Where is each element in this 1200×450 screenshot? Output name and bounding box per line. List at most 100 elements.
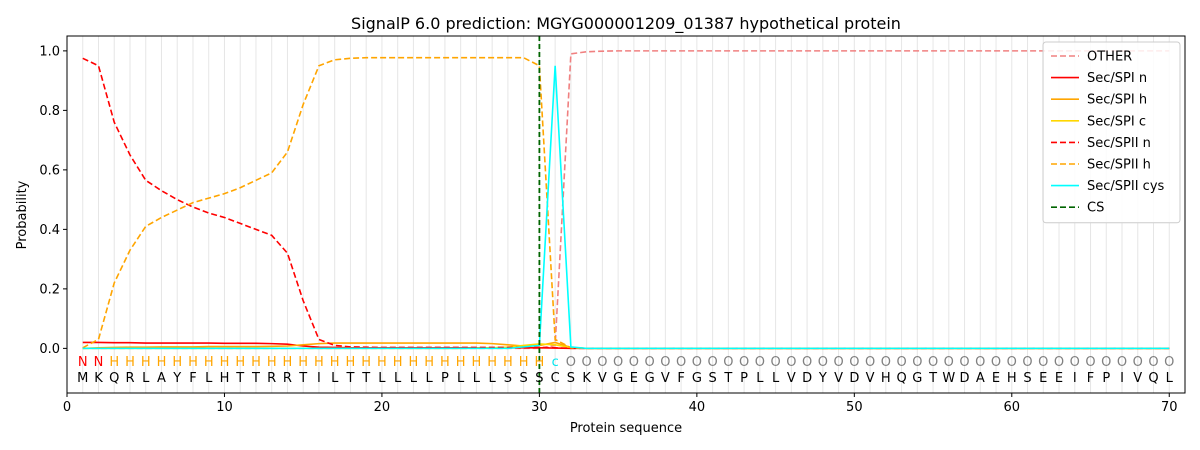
grid-lines bbox=[82, 36, 1170, 393]
sequence-residue: L bbox=[756, 371, 764, 386]
sequence-residue: R bbox=[267, 371, 276, 386]
sequence-residue: S bbox=[567, 371, 575, 386]
sequence-residue: E bbox=[992, 371, 1000, 386]
legend-label: CS bbox=[1087, 201, 1104, 216]
y-tick-label: 0.4 bbox=[39, 223, 60, 238]
sequence-residue: D bbox=[960, 371, 970, 386]
region-label: O bbox=[566, 355, 576, 370]
x-tick-label: 40 bbox=[689, 400, 706, 415]
sequence-residue: L bbox=[457, 371, 465, 386]
sequence-residue: V bbox=[787, 371, 796, 386]
region-label: O bbox=[645, 355, 655, 370]
region-label: O bbox=[597, 355, 607, 370]
x-tick-label: 20 bbox=[374, 400, 391, 415]
sequence-residue: L bbox=[331, 371, 339, 386]
sequence-residue: I bbox=[1120, 371, 1124, 386]
region-label: O bbox=[582, 355, 592, 370]
sequence-residue: A bbox=[976, 371, 985, 386]
sequence-residue: H bbox=[220, 371, 230, 386]
region-label: c bbox=[552, 355, 559, 370]
region-label: H bbox=[204, 355, 214, 370]
region-label: H bbox=[346, 355, 356, 370]
series-line-sec-spii-h bbox=[82, 56, 1170, 350]
region-label: O bbox=[865, 355, 875, 370]
sequence-residue: C bbox=[551, 371, 560, 386]
region-label: H bbox=[472, 355, 482, 370]
legend-label: Sec/SPII n bbox=[1087, 136, 1151, 151]
x-axis-label: Protein sequence bbox=[570, 421, 682, 436]
region-label: O bbox=[833, 355, 843, 370]
region-label: O bbox=[723, 355, 733, 370]
sequence-residue: K bbox=[582, 371, 591, 386]
region-label: O bbox=[1133, 355, 1143, 370]
sequence-residue: K bbox=[94, 371, 103, 386]
region-label: O bbox=[1101, 355, 1111, 370]
plot-frame bbox=[66, 35, 1186, 394]
region-label: H bbox=[535, 355, 545, 370]
sequence-residue: L bbox=[410, 371, 418, 386]
sequence-residue: T bbox=[251, 371, 260, 386]
chart-title: SignalP 6.0 prediction: MGYG000001209_01… bbox=[351, 14, 901, 34]
y-tick-label: 0.2 bbox=[39, 282, 60, 297]
x-tick-label: 50 bbox=[846, 400, 863, 415]
region-label: H bbox=[109, 355, 119, 370]
sequence-residue: S bbox=[535, 371, 543, 386]
y-tick-label: 1.0 bbox=[39, 44, 60, 59]
legend-label: Sec/SPI c bbox=[1087, 114, 1146, 129]
region-label: O bbox=[975, 355, 985, 370]
region-label: H bbox=[172, 355, 182, 370]
sequence-residue: F bbox=[677, 371, 684, 386]
region-label: H bbox=[188, 355, 198, 370]
y-axis-label: Probability bbox=[15, 180, 30, 249]
region-label: H bbox=[361, 355, 371, 370]
sequence-residue: E bbox=[630, 371, 638, 386]
sequence-residue: L bbox=[426, 371, 434, 386]
region-label: H bbox=[125, 355, 135, 370]
series-line-sec-spii-n bbox=[82, 57, 1170, 350]
sequence-residue: M bbox=[77, 371, 88, 386]
region-label: H bbox=[298, 355, 308, 370]
sequence-residue: I bbox=[317, 371, 321, 386]
region-label: H bbox=[314, 355, 324, 370]
region-label: O bbox=[739, 355, 749, 370]
sequence-residue: L bbox=[772, 371, 780, 386]
region-label: H bbox=[157, 355, 167, 370]
region-label: O bbox=[1038, 355, 1048, 370]
series-line-other bbox=[82, 50, 1170, 350]
region-label: O bbox=[912, 355, 922, 370]
region-label: O bbox=[1085, 355, 1095, 370]
sequence-residue: L bbox=[378, 371, 386, 386]
region-label: H bbox=[424, 355, 434, 370]
sequence-residue: L bbox=[473, 371, 481, 386]
sequence-residue: I bbox=[1073, 371, 1077, 386]
series-lines bbox=[82, 36, 1170, 393]
x-tick-label: 30 bbox=[531, 400, 548, 415]
sequence-residue: D bbox=[849, 371, 859, 386]
region-label: O bbox=[1054, 355, 1064, 370]
legend-label: Sec/SPI h bbox=[1087, 93, 1147, 108]
sequence-residue: S bbox=[520, 371, 528, 386]
region-label: O bbox=[802, 355, 812, 370]
sequence-residue: G bbox=[613, 371, 623, 386]
region-label: H bbox=[456, 355, 466, 370]
sequence-residue: G bbox=[912, 371, 922, 386]
region-label: O bbox=[818, 355, 828, 370]
sequence-residue: Y bbox=[172, 371, 181, 386]
region-label: O bbox=[676, 355, 686, 370]
sequence-residue: Q bbox=[109, 371, 119, 386]
region-label: O bbox=[991, 355, 1001, 370]
region-label: O bbox=[849, 355, 859, 370]
region-label: O bbox=[786, 355, 796, 370]
axes: 0 10 20 30 40 50 60 70 0.0 0.2 0.4 0.6 0.8 1.0 bbox=[39, 44, 1177, 415]
legend-label: Sec/SPI n bbox=[1087, 71, 1147, 86]
sequence-residue: T bbox=[723, 371, 732, 386]
region-label: O bbox=[629, 355, 639, 370]
sequence-residue: H bbox=[1007, 371, 1017, 386]
sequence-residue: P bbox=[1102, 371, 1110, 386]
sequence-residue: R bbox=[125, 371, 134, 386]
sequence-residue: L bbox=[142, 371, 150, 386]
region-label: O bbox=[707, 355, 717, 370]
sequence-residue: V bbox=[598, 371, 607, 386]
sequence-residue: T bbox=[345, 371, 354, 386]
